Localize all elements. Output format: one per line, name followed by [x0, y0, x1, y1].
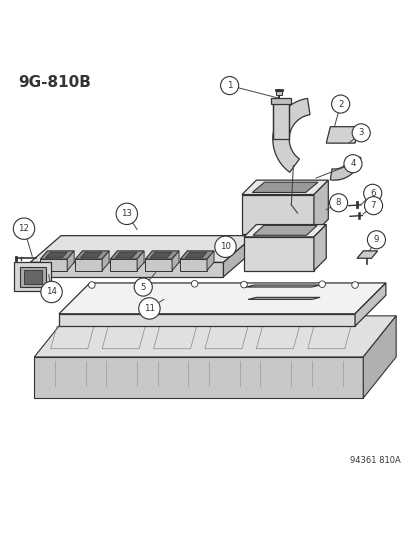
- Bar: [276, 91, 281, 95]
- Polygon shape: [206, 251, 214, 271]
- Polygon shape: [30, 262, 223, 277]
- Polygon shape: [325, 127, 358, 143]
- Text: 3: 3: [358, 128, 363, 138]
- Polygon shape: [34, 316, 395, 357]
- Polygon shape: [356, 251, 377, 259]
- Circle shape: [191, 280, 197, 287]
- Text: 14: 14: [46, 287, 57, 296]
- Text: 1: 1: [226, 81, 232, 90]
- Polygon shape: [252, 182, 317, 192]
- Circle shape: [88, 282, 95, 288]
- Polygon shape: [330, 156, 360, 180]
- Polygon shape: [145, 259, 172, 271]
- Circle shape: [343, 155, 361, 173]
- Polygon shape: [75, 259, 102, 271]
- Polygon shape: [102, 251, 109, 271]
- Polygon shape: [245, 285, 319, 287]
- Text: 2: 2: [337, 100, 342, 109]
- Text: 8: 8: [335, 198, 340, 207]
- Polygon shape: [67, 251, 74, 271]
- Polygon shape: [247, 297, 319, 300]
- Text: 9G-810B: 9G-810B: [18, 75, 90, 90]
- Polygon shape: [24, 270, 42, 284]
- Polygon shape: [272, 99, 309, 172]
- Circle shape: [363, 197, 382, 215]
- Text: 7: 7: [370, 201, 375, 210]
- Polygon shape: [137, 251, 144, 271]
- Text: 10: 10: [219, 243, 230, 251]
- Text: 94361 810A: 94361 810A: [349, 456, 399, 465]
- Polygon shape: [354, 283, 385, 326]
- Polygon shape: [14, 262, 51, 291]
- Polygon shape: [313, 180, 328, 233]
- Polygon shape: [243, 237, 313, 271]
- Polygon shape: [20, 266, 46, 287]
- Polygon shape: [180, 259, 206, 271]
- Circle shape: [41, 281, 62, 303]
- Circle shape: [240, 281, 247, 288]
- Text: 13: 13: [121, 209, 132, 219]
- Polygon shape: [272, 102, 289, 139]
- Polygon shape: [34, 357, 362, 398]
- Text: 6: 6: [369, 189, 375, 198]
- Circle shape: [138, 298, 160, 319]
- Polygon shape: [252, 225, 316, 235]
- Circle shape: [366, 231, 385, 249]
- Text: 11: 11: [144, 304, 154, 313]
- Text: 9: 9: [373, 235, 378, 244]
- Polygon shape: [270, 98, 291, 104]
- Polygon shape: [243, 224, 325, 237]
- Polygon shape: [241, 195, 313, 233]
- Polygon shape: [150, 252, 172, 258]
- Polygon shape: [80, 252, 102, 258]
- Polygon shape: [180, 251, 214, 259]
- Polygon shape: [110, 251, 144, 259]
- Circle shape: [214, 236, 236, 257]
- Text: 4: 4: [349, 159, 355, 168]
- Polygon shape: [40, 251, 74, 259]
- Circle shape: [116, 203, 137, 224]
- Polygon shape: [241, 180, 328, 195]
- Polygon shape: [59, 283, 385, 314]
- Circle shape: [331, 95, 349, 113]
- Circle shape: [363, 184, 381, 203]
- Circle shape: [142, 280, 148, 287]
- Polygon shape: [45, 252, 67, 258]
- Text: 12: 12: [19, 224, 29, 233]
- Polygon shape: [110, 259, 137, 271]
- Polygon shape: [75, 251, 109, 259]
- Polygon shape: [172, 251, 178, 271]
- Polygon shape: [223, 236, 254, 277]
- Circle shape: [318, 281, 325, 287]
- Polygon shape: [145, 251, 178, 259]
- Polygon shape: [59, 314, 354, 326]
- Polygon shape: [185, 252, 206, 258]
- Circle shape: [351, 124, 369, 142]
- Polygon shape: [362, 316, 395, 398]
- Circle shape: [13, 218, 35, 239]
- Polygon shape: [30, 236, 254, 262]
- Polygon shape: [40, 259, 67, 271]
- Circle shape: [134, 278, 152, 296]
- Circle shape: [329, 193, 347, 212]
- Text: 5: 5: [140, 282, 146, 292]
- Circle shape: [351, 282, 358, 288]
- Circle shape: [220, 77, 238, 95]
- Polygon shape: [313, 224, 325, 271]
- Polygon shape: [115, 252, 137, 258]
